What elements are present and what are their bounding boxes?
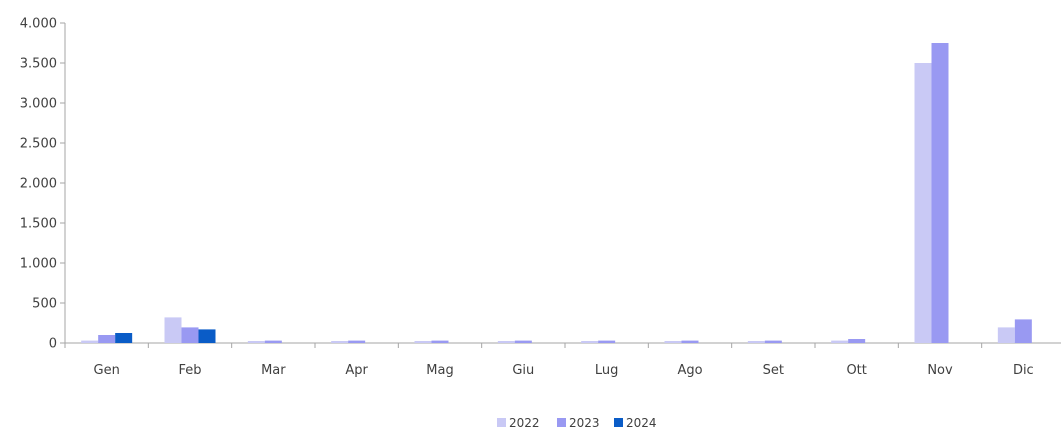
legend-swatch-2023 — [557, 418, 566, 427]
y-tick-label: 3.500 — [20, 57, 57, 72]
bar-2022-Dic — [997, 327, 1015, 343]
bar-2022-Mag — [414, 341, 432, 343]
bar-2023-Giu — [514, 340, 532, 343]
legend-label-2022: 2022 — [509, 416, 540, 430]
legend-swatch-2024 — [614, 418, 623, 427]
bar-2022-Apr — [331, 341, 349, 343]
bar-2022-Lug — [581, 341, 599, 343]
x-tick-label: Dic — [1013, 363, 1034, 378]
legend: 2022 2023 2024 — [497, 416, 657, 430]
bar-2023-Feb — [181, 327, 199, 343]
y-tick-label: 500 — [32, 297, 57, 312]
y-tick-label: 1.000 — [20, 257, 57, 272]
bar-2023-Lug — [598, 340, 616, 343]
bar-2022-Set — [747, 341, 765, 343]
x-tick-label: Apr — [345, 363, 368, 378]
legend-label-2023: 2023 — [569, 416, 600, 430]
y-tick-label: 2.000 — [20, 177, 57, 192]
x-tick-label: Giu — [512, 363, 534, 378]
bar-2023-Gen — [98, 335, 116, 343]
x-tick-label: Mag — [426, 363, 453, 378]
bar-2022-Mar — [247, 341, 265, 343]
y-axis: 0 500 1.000 1.500 2.000 2.500 3.000 3.500 4.000 — [20, 17, 66, 352]
x-tick-label: Feb — [178, 363, 201, 378]
x-tick-label: Gen — [94, 363, 120, 378]
bar-2023-Mar — [264, 340, 282, 343]
y-tick-label: 4.000 — [20, 17, 57, 32]
bar-2024-Gen — [115, 333, 133, 343]
bars — [81, 43, 1032, 343]
y-tick-label: 0 — [49, 337, 57, 352]
x-tick-label: Mar — [261, 363, 286, 378]
y-tick-label: 1.500 — [20, 217, 57, 232]
bar-2023-Dic — [1014, 319, 1032, 343]
x-tick-label: Lug — [595, 363, 619, 378]
x-tick-label: Set — [763, 363, 784, 378]
y-tick-label: 2.500 — [20, 137, 57, 152]
bar-2024-Feb — [198, 329, 216, 343]
legend-swatch-2022 — [497, 418, 506, 427]
bar-2022-Ago — [664, 341, 682, 343]
bar-2023-Ott — [848, 339, 866, 343]
x-tick-label: Nov — [927, 363, 953, 378]
bar-2023-Apr — [348, 340, 366, 343]
bar-2022-Feb — [164, 317, 182, 343]
x-tick-label: Ott — [846, 363, 866, 378]
bar-2023-Set — [764, 340, 782, 343]
bar-2023-Nov — [931, 43, 949, 343]
bar-2022-Ott — [831, 340, 849, 343]
bar-2022-Giu — [497, 341, 515, 343]
x-tick-label: Ago — [677, 363, 702, 378]
bar-2023-Ago — [681, 340, 699, 343]
bar-2022-Gen — [81, 340, 99, 343]
y-tick-label: 3.000 — [20, 97, 57, 112]
legend-label-2024: 2024 — [626, 416, 657, 430]
x-axis: Gen Feb Mar Apr Mag Giu Lug Ago Set Ott Nov Dic — [64, 342, 1061, 378]
bar-2023-Mag — [431, 340, 449, 343]
bar-2022-Nov — [914, 63, 932, 343]
